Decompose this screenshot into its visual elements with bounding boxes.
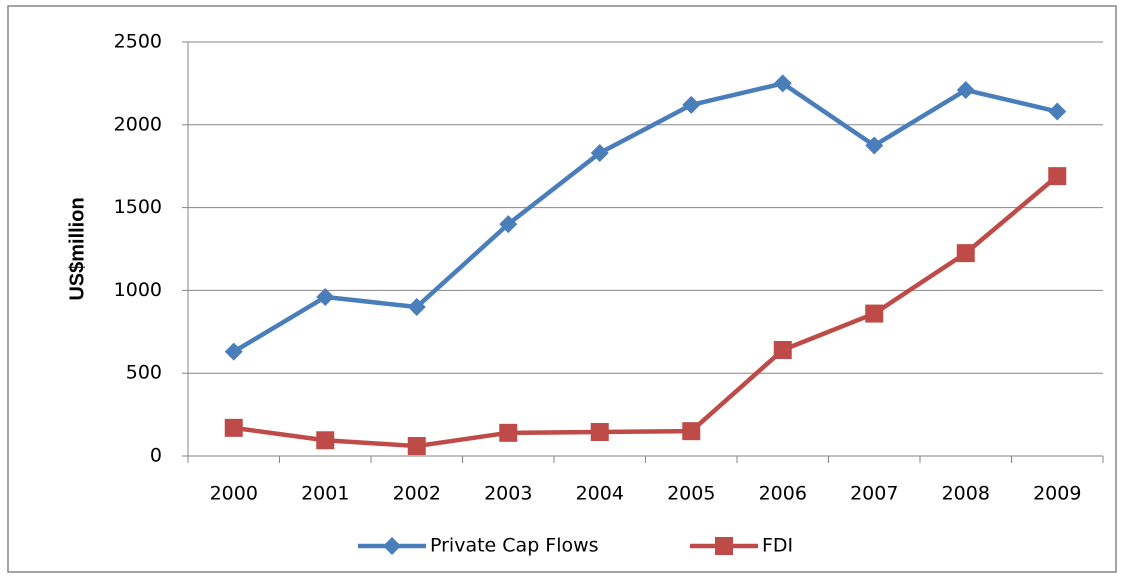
data-point [956, 81, 975, 100]
data-point [1048, 167, 1067, 186]
data-point [590, 143, 609, 162]
data-point [590, 422, 609, 441]
y-tick-label: 500 [126, 362, 162, 384]
y-tick-label: 0 [150, 445, 162, 467]
x-tick-label: 2001 [301, 483, 349, 505]
data-point [499, 423, 518, 442]
chart-border [7, 5, 1117, 573]
x-tick-label: 2003 [484, 483, 532, 505]
data-point [682, 422, 701, 441]
y-tick-label: 1500 [114, 196, 162, 218]
data-point [407, 297, 426, 316]
series-line [233, 174, 1059, 449]
data-point [407, 437, 426, 456]
data-point [316, 431, 335, 450]
x-tick-label: 2000 [210, 483, 258, 505]
y-tick-label: 1000 [114, 279, 162, 301]
data-point [224, 418, 243, 437]
legend-marker [383, 537, 401, 555]
legend-marker [715, 537, 733, 555]
x-tick-label: 2004 [576, 483, 624, 505]
x-tick-label: 2006 [759, 483, 807, 505]
legend-label: FDI [762, 535, 793, 557]
x-tick-label: 2002 [393, 483, 441, 505]
series-line [232, 81, 1058, 354]
data-point [224, 342, 243, 361]
data-point [865, 304, 884, 323]
data-point [682, 95, 701, 114]
x-tick-label: 2005 [667, 483, 715, 505]
data-point [773, 74, 792, 93]
legend-label: Private Cap Flows [430, 535, 599, 557]
y-axis-label: US$million [66, 197, 88, 300]
x-tick-label: 2009 [1033, 483, 1081, 505]
y-tick-label: 2500 [114, 31, 162, 53]
x-tick-label: 2008 [942, 483, 990, 505]
data-point [316, 288, 335, 307]
x-tick-label: 2007 [850, 483, 898, 505]
data-point [956, 244, 975, 263]
data-point [1048, 102, 1067, 121]
data-point [865, 136, 884, 155]
y-tick-label: 2000 [114, 113, 162, 135]
data-point [499, 215, 518, 234]
data-point [773, 341, 792, 360]
